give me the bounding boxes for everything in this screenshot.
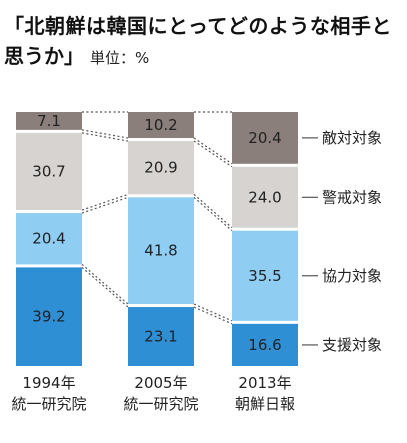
data-label: 10.2: [144, 116, 177, 134]
data-label: 41.8: [144, 242, 177, 260]
data-label: 7.1: [37, 112, 61, 130]
connector-line: [81, 193, 129, 211]
data-label: 35.5: [248, 267, 281, 285]
bar-segment: [232, 323, 298, 366]
chart-title-end: 思うか」: [4, 44, 84, 68]
data-label: 20.4: [248, 129, 281, 147]
data-label: 20.4: [32, 230, 65, 248]
connector-line: [81, 129, 129, 139]
legend: 支援対象 協力対象 警戒対象 敵対対象: [302, 129, 382, 354]
legend-label: 警戒対象: [322, 188, 382, 206]
x-tick-label: 1994年統一研究院: [11, 374, 86, 413]
bars-group: [16, 112, 298, 366]
data-label: 39.2: [32, 308, 65, 326]
bar-segment: [232, 230, 298, 321]
data-label: 23.1: [144, 328, 177, 346]
x-tick-line: 2013年: [238, 374, 291, 392]
bar-segment: [16, 267, 82, 366]
connector-line: [193, 137, 233, 165]
bar-segment: [16, 213, 82, 265]
x-tick-line: 統一研究院: [123, 395, 198, 413]
connector-line: [81, 263, 129, 305]
chart-title-line2: 思うか」 単位：%: [4, 40, 149, 69]
bar-segment: [128, 307, 194, 366]
x-tick-line: 統一研究院: [11, 395, 86, 413]
bar-segment: [128, 197, 194, 305]
connector-line: [193, 196, 233, 232]
x-tick-label: 2013年朝鮮日報: [235, 374, 295, 413]
bar-segment: [232, 112, 298, 164]
connector-line: [81, 196, 129, 214]
value-labels: 39.2 20.4 30.7 7.1 23.1 41.8 20.9 10.2 16.6 35.5 2…: [32, 112, 281, 354]
data-label: 20.9: [144, 159, 177, 177]
x-tick-line: 2005年: [134, 374, 187, 392]
bar-segment: [16, 112, 82, 130]
connector-line: [193, 193, 233, 229]
x-tick-line: 朝鮮日報: [235, 395, 295, 413]
legend-label: 支援対象: [322, 336, 382, 354]
bar-segment: [128, 112, 194, 139]
bar-segment: [128, 141, 194, 195]
connector-line: [193, 303, 233, 322]
data-label: 24.0: [248, 188, 281, 206]
connector-line: [81, 132, 129, 142]
data-label: 30.7: [32, 162, 65, 180]
connector-line: [193, 140, 233, 168]
bar-segment: [232, 166, 298, 228]
connector-lines: [81, 111, 233, 325]
bar-segment: [16, 132, 82, 211]
x-tick-label: 2005年統一研究院: [123, 374, 198, 413]
chart-title: 「北朝鮮は韓国にとってどのような相手と: [4, 14, 392, 38]
connector-line: [81, 266, 129, 308]
data-label: 16.6: [248, 336, 281, 354]
legend-label: 敵対対象: [322, 129, 382, 147]
x-tick-line: 1994年: [22, 374, 75, 392]
connector-line: [193, 306, 233, 325]
unit-label: 単位：%: [90, 49, 150, 67]
legend-label: 協力対象: [322, 267, 382, 285]
